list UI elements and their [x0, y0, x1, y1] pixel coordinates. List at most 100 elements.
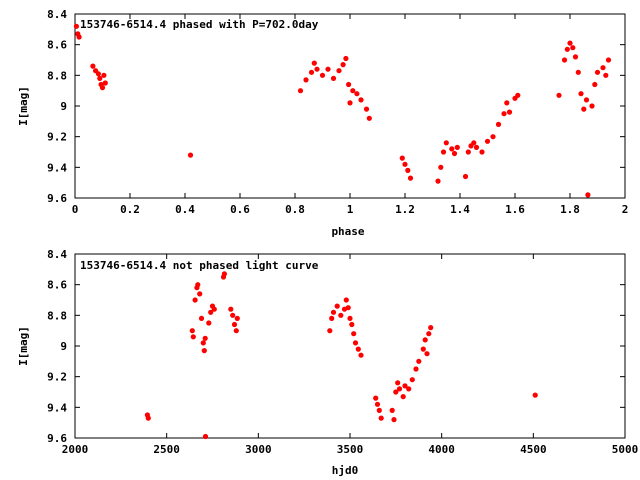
unphased-chart-title: 153746-6514.4 not phased light curve: [80, 259, 319, 272]
unphased-data-point: [345, 305, 351, 311]
unphased-x-tick-label: 4500: [520, 443, 547, 456]
unphased-data-point: [376, 407, 382, 413]
phased-data-point: [308, 69, 315, 75]
phased-data-point: [504, 100, 510, 106]
unphased-data-point: [329, 315, 335, 321]
phased-data-point: [454, 144, 460, 150]
phased-x-tick-label: 1.8: [560, 203, 580, 216]
unphased-data-point: [416, 358, 422, 364]
unphased-data-point: [228, 306, 234, 312]
phased-data-point: [399, 155, 405, 161]
phased-data-point: [578, 91, 584, 97]
unphased-data-point: [396, 386, 403, 392]
unphased-y-tick-label: 9.2: [47, 371, 67, 384]
phased-y-tick-label: 9.6: [47, 192, 67, 205]
phased-data-point: [438, 164, 444, 170]
unphased-data-point: [192, 297, 198, 303]
phased-data-point: [303, 77, 309, 83]
unphased-y-axis-label: I[mag]: [17, 326, 30, 366]
unphased-data-point: [233, 328, 239, 334]
phased-data-point: [603, 72, 609, 78]
phased-data-point: [589, 103, 595, 109]
unphased-data-point: [195, 282, 201, 288]
phased-data-point: [325, 66, 331, 72]
phased-data-point: [600, 65, 606, 71]
phased-x-tick-label: 1: [347, 203, 354, 216]
unphased-panel: 2000 2500 3000 3500 4000 4500 5000 8.4 8.6 8.8 9 9.…: [17, 248, 638, 477]
phased-x-tick-label: 1.6: [505, 203, 525, 216]
phased-data-point: [402, 161, 408, 167]
phased-data-point: [561, 57, 568, 63]
phased-y-tick-label: 8.4: [47, 8, 67, 21]
phased-x-tick-label: 0.4: [175, 203, 195, 216]
phased-data-point: [311, 60, 317, 66]
phased-data-point: [443, 140, 449, 146]
phased-data-point: [501, 111, 507, 117]
phased-y-tick-label: 8.8: [47, 69, 67, 82]
phased-x-tick-label: 0: [72, 203, 79, 216]
phased-data-point: [347, 100, 353, 106]
unphased-data-point: [400, 394, 406, 400]
unphased-x-axis-label: hjd0: [332, 464, 359, 477]
unphased-data-point: [358, 352, 364, 358]
unphased-data-point: [206, 320, 212, 326]
phased-data-point: [340, 62, 346, 68]
unphased-y-tick-label: 9.6: [47, 432, 67, 445]
unphased-data-point: [351, 331, 357, 337]
phased-data-point: [407, 175, 414, 181]
phased-data-point: [101, 72, 107, 78]
phased-x-tick-label: 0.2: [120, 203, 140, 216]
unphased-y-tick-label: 9: [60, 340, 67, 353]
phased-chart-title: 153746-6514.4 phased with P=702.0day: [80, 18, 319, 31]
unphased-data-point: [349, 321, 355, 328]
unphased-x-tick-label: 3000: [245, 443, 272, 456]
unphased-data-point: [389, 407, 395, 413]
unphased-data-point: [190, 334, 196, 340]
unphased-data-point: [393, 389, 399, 395]
phased-y-tick-label: 9: [60, 100, 67, 113]
phased-data-point: [187, 152, 194, 158]
unphased-x-tick-label: 4000: [428, 443, 455, 456]
unphased-data-point: [420, 346, 426, 352]
unphased-y-tick-label: 9.4: [47, 401, 67, 414]
phased-y-tick-label: 8.6: [47, 39, 67, 52]
unphased-data-point: [391, 417, 397, 423]
phased-data-point: [471, 140, 477, 146]
unphased-data-point: [355, 346, 361, 352]
unphased-data-point: [198, 315, 205, 321]
unphased-data-point: [406, 386, 412, 392]
phased-data-point: [350, 88, 356, 94]
phased-data-points: [73, 23, 612, 198]
phased-x-tick-label: 1.2: [395, 203, 415, 216]
unphased-data-point: [413, 366, 419, 372]
phased-axis-ticks: 0 0.2 0.4 0.6 0.8 1 1.2 1.4 1.6 1.8 2 8.4 8.6 8.8 9 9.2…: [47, 8, 628, 216]
unphased-data-point: [347, 315, 353, 321]
phased-data-point: [405, 167, 411, 173]
unphased-data-point: [402, 383, 408, 389]
phased-data-point: [495, 121, 502, 127]
unphased-data-point: [378, 415, 384, 421]
unphased-data-point: [424, 351, 430, 357]
phased-data-point: [594, 69, 601, 75]
phased-data-point: [343, 55, 349, 62]
unphased-axis-ticks: 2000 2500 3000 3500 4000 4500 5000 8.4 8.6 8.8 9 9.…: [47, 248, 638, 456]
phased-y-axis-label: I[mag]: [17, 86, 30, 126]
phased-data-point: [449, 146, 455, 152]
phased-data-point: [76, 34, 82, 40]
phased-data-point: [462, 173, 469, 180]
unphased-y-tick-label: 8.6: [47, 279, 67, 292]
unphased-data-point: [428, 325, 434, 331]
unphased-data-point: [532, 392, 538, 398]
phased-data-point: [90, 63, 96, 69]
unphased-data-point: [221, 271, 227, 277]
phased-data-point: [358, 97, 364, 103]
phased-data-point: [564, 46, 570, 52]
unphased-data-point: [327, 328, 333, 334]
unphased-data-point: [201, 348, 207, 354]
unphased-x-tick-label: 5000: [612, 443, 639, 456]
unphased-y-tick-label: 8.4: [47, 248, 67, 261]
phased-x-tick-label: 2: [622, 203, 629, 216]
unphased-data-point: [373, 395, 379, 401]
unphased-y-tick-label: 8.8: [47, 309, 67, 322]
